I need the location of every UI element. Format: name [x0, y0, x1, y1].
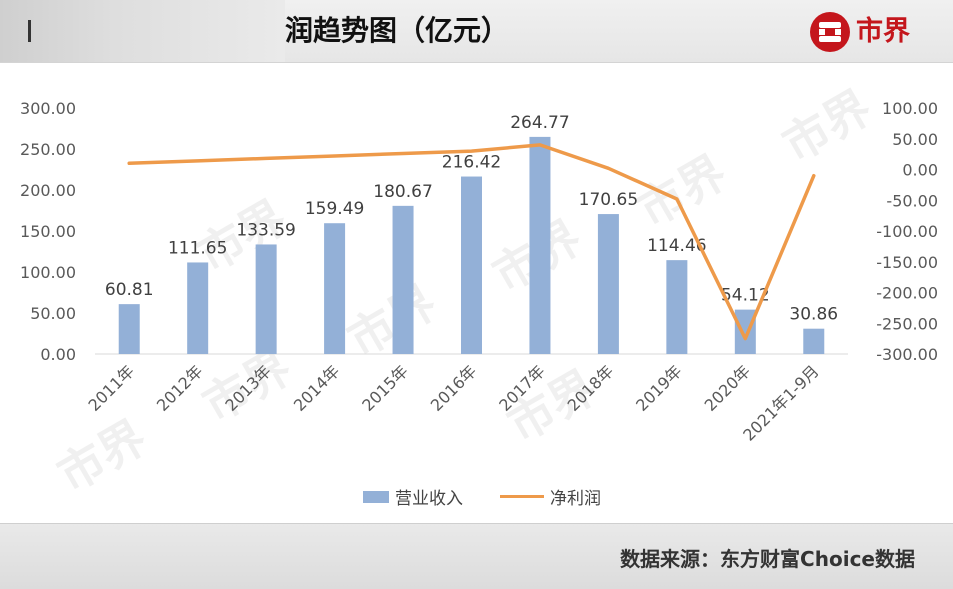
bar-data-labels: 60.81 111.65 133.59 159.49 180.67 216.42 264.7… — [105, 113, 838, 325]
data-source: 数据来源：东方财富Choice数据 — [620, 547, 915, 571]
revenue-data-label: 180.67 — [373, 182, 432, 202]
revenue-data-label: 114.46 — [647, 236, 706, 256]
left-axis: 0.00 50.00 100.00 150.00 200.00 250.00 300.00 — [20, 99, 76, 364]
header-bar: 润趋势图（亿元） 市界 — [0, 0, 953, 63]
revenue-bar — [734, 309, 756, 354]
revenue-bar — [461, 176, 482, 354]
bar-series — [118, 136, 825, 354]
revenue-bar — [597, 214, 619, 354]
right-axis-tick-label: -150.00 — [876, 253, 938, 272]
left-axis-tick-label: 150.00 — [20, 222, 76, 241]
revenue-data-label: 170.65 — [579, 190, 638, 210]
revenue-data-label: 159.49 — [305, 199, 364, 219]
revenue-data-label: 111.65 — [168, 238, 227, 258]
x-axis-tick-label: 2020年 — [701, 361, 755, 415]
watermark-text: 市界 — [774, 80, 881, 173]
right-axis-tick-label: -200.00 — [876, 284, 938, 303]
revenue-bar — [187, 262, 209, 354]
x-axis-tick-label: 2016年 — [427, 361, 481, 415]
x-axis-tick-label: 2014年 — [290, 361, 344, 415]
brand-logo: 市界 — [808, 10, 928, 54]
left-axis-tick-label: 250.00 — [20, 140, 76, 159]
revenue-bar — [255, 244, 277, 354]
revenue-bar — [118, 304, 140, 354]
brand-logo-text: 市界 — [856, 16, 910, 47]
right-axis-tick-label: -100.00 — [876, 222, 938, 241]
left-axis-tick-label: 100.00 — [20, 263, 76, 282]
revenue-bar — [392, 205, 414, 354]
header-blurred-region — [0, 0, 285, 62]
right-axis: -300.00 -250.00 -200.00 -150.00 -100.00 -50.0… — [876, 99, 938, 364]
revenue-data-label: 216.42 — [442, 153, 501, 173]
watermark-text: 市界 — [629, 145, 736, 238]
footer-bar: 数据来源：东方财富Choice数据 — [0, 523, 953, 589]
left-axis-tick-label: 300.00 — [20, 99, 76, 118]
right-axis-tick-label: 100.00 — [882, 99, 938, 118]
revenue-bar — [803, 328, 825, 354]
chart-title: 润趋势图（亿元） — [285, 14, 510, 47]
revenue-bar — [324, 223, 346, 354]
legend-item-net-profit: 净利润 — [500, 484, 601, 509]
legend-label-revenue: 营业收入 — [395, 489, 463, 509]
x-axis-tick-label: 2015年 — [358, 361, 412, 415]
right-axis-tick-label: 50.00 — [892, 130, 938, 149]
line-series — [127, 143, 816, 341]
legend-swatch-line — [500, 495, 544, 498]
revenue-data-label: 54.12 — [721, 286, 770, 306]
revenue-data-label: 133.59 — [236, 220, 295, 240]
header-mark-icon — [28, 20, 42, 42]
net-profit-line — [127, 143, 816, 341]
right-axis-tick-label: -50.00 — [886, 191, 938, 210]
revenue-data-label: 30.86 — [789, 305, 838, 325]
right-axis-tick-label: 0.00 — [902, 161, 938, 180]
right-axis-tick-label: -250.00 — [876, 314, 938, 333]
legend-item-revenue: 营业收入 — [363, 484, 463, 509]
revenue-bar — [529, 136, 551, 354]
x-axis: 2011年 2012年 2013年 2014年 2015年 2016年 2017年 2018年… — [85, 361, 823, 444]
legend-label-net-profit: 净利润 — [550, 489, 601, 509]
revenue-data-label: 60.81 — [105, 280, 154, 300]
x-axis-tick-label: 2011年 — [85, 361, 139, 415]
x-axis-tick-label: 2019年 — [632, 361, 686, 415]
right-axis-tick-label: -300.00 — [876, 345, 938, 364]
revenue-bar — [666, 260, 688, 354]
left-axis-tick-label: 0.00 — [40, 345, 76, 364]
legend: 营业收入 净利润 — [0, 484, 953, 509]
left-axis-tick-label: 50.00 — [30, 304, 76, 323]
legend-swatch-bar — [363, 490, 389, 503]
brand-logo-icon — [810, 12, 850, 52]
left-axis-tick-label: 200.00 — [20, 181, 76, 200]
revenue-data-label: 264.77 — [510, 113, 569, 133]
